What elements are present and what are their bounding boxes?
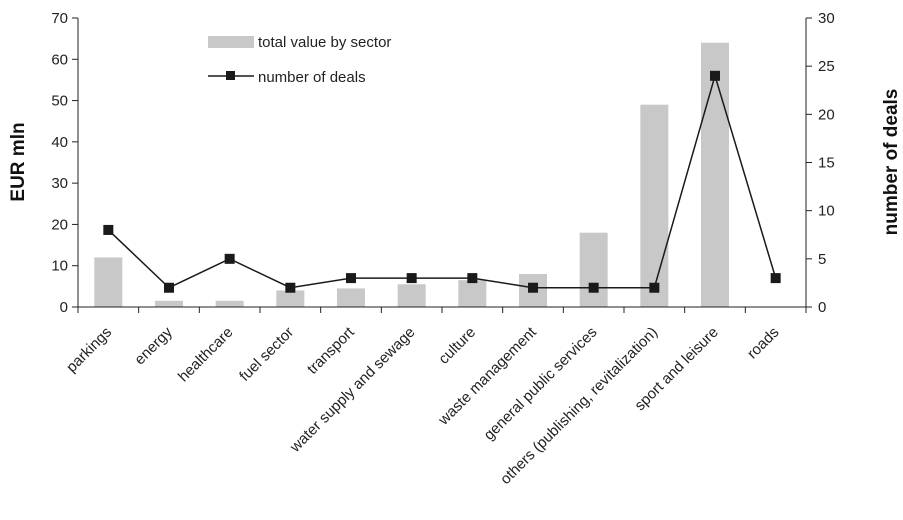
left-tick-label-6: 60	[51, 51, 68, 68]
deals-point-8	[588, 282, 599, 293]
right-axis-ticks: 0 5 10 15 20 25 30	[806, 10, 835, 316]
x-tick-label-6: culture	[435, 324, 479, 368]
deals-point-5	[406, 273, 417, 284]
deals-point-1	[164, 282, 174, 293]
deals-point-6	[467, 273, 478, 284]
deals-point-3	[285, 282, 296, 293]
deals-point-2	[224, 253, 235, 264]
deals-point-11	[770, 273, 781, 284]
deals-point-10	[710, 70, 720, 81]
x-tick-label-1: energy	[131, 323, 176, 368]
deals-point-0	[103, 224, 114, 235]
x-tick-label-8: general public services	[481, 324, 601, 444]
bar-5	[397, 284, 426, 307]
left-tick-label-2: 20	[51, 216, 68, 233]
bar-3	[276, 290, 305, 307]
x-axis-ticks: parkings energy healthcare fuel sector trans…	[63, 307, 807, 488]
right-tick-label-2: 10	[818, 203, 835, 220]
right-tick-label-6: 30	[818, 10, 835, 27]
bar-1	[155, 300, 183, 307]
left-tick-label-5: 50	[51, 93, 68, 110]
legend-line-marker	[226, 71, 235, 80]
left-axis-ticks: 0 10 20 30 40 50 60 70	[51, 10, 78, 316]
left-tick-label-1: 10	[51, 258, 68, 275]
bar-2	[215, 300, 244, 307]
deals-point-4	[346, 273, 356, 284]
x-tick-label-0: parkings	[63, 324, 115, 376]
left-tick-label-3: 30	[51, 175, 68, 192]
x-tick-label-11: roads	[744, 324, 783, 363]
legend-line-label: number of deals	[258, 69, 366, 86]
line-series-number-of-deals	[103, 70, 781, 293]
right-tick-label-5: 25	[818, 58, 835, 75]
right-tick-label-0: 0	[818, 299, 826, 316]
legend-bar-swatch	[208, 36, 254, 48]
right-tick-label-4: 20	[818, 106, 835, 123]
right-tick-label-3: 15	[818, 155, 835, 172]
bar-series-total-value	[94, 42, 729, 308]
deals-line	[107, 73, 777, 289]
left-axis-title: EUR mln	[8, 122, 29, 201]
right-tick-label-1: 5	[818, 251, 826, 268]
deals-point-7	[528, 282, 538, 293]
bar-0	[94, 257, 123, 307]
right-axis-title: number of deals	[881, 89, 902, 236]
deals-point-9	[649, 282, 660, 293]
axes	[77, 18, 807, 308]
bar-8	[579, 232, 608, 307]
bar-9	[640, 104, 669, 307]
x-tick-label-3: fuel sector	[236, 324, 297, 385]
legend-bar-label: total value by sector	[258, 34, 391, 51]
bar-6	[458, 280, 487, 307]
x-tick-label-4: transport	[304, 323, 358, 377]
legend: total value by sector number of deals	[208, 34, 391, 86]
left-tick-label-4: 40	[51, 134, 68, 151]
left-tick-label-7: 70	[51, 10, 68, 27]
bar-4	[337, 288, 365, 307]
bar-10	[701, 42, 729, 308]
x-tick-label-7: waste management	[435, 323, 541, 429]
x-tick-label-2: healthcare	[175, 324, 237, 386]
x-tick-label-5: water supply and sewage	[286, 324, 418, 456]
left-tick-label-0: 0	[60, 299, 68, 316]
